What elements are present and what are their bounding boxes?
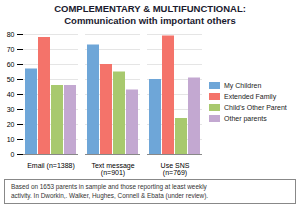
svg-text:Text message(n=901): Text message(n=901) — [91, 162, 134, 177]
html-text:Extended Family: Extended Family — [224, 93, 277, 100]
svg-text:40: 40 — [7, 91, 15, 98]
svg-text:50: 50 — [7, 76, 15, 83]
svg-text:0: 0 — [11, 151, 15, 158]
html-text:Based on 1653 parents in sampl: Based on 1653 parents in sample and thos… — [11, 183, 209, 199]
svg-text:80: 80 — [7, 31, 15, 38]
html-text:COMPLEMENTARY & MULTIFUNCTIONA: COMPLEMENTARY & MULTIFUNCTIONAL: — [54, 3, 246, 14]
html-text:Communication with important o: Communication with important others — [64, 14, 236, 26]
svg-text:Email (n=1388): Email (n=1388) — [27, 162, 75, 170]
svg-text:20: 20 — [7, 121, 15, 128]
svg-text:30: 30 — [7, 106, 15, 113]
html-text:Other parents: Other parents — [224, 115, 267, 122]
html-text:My Children: My Children — [224, 82, 262, 89]
svg-text:70: 70 — [7, 46, 15, 53]
svg-text:60: 60 — [7, 61, 15, 68]
html-text:Child's Other Parent: Child's Other Parent — [224, 104, 287, 111]
svg-text:Use SNS(n=769): Use SNS(n=769) — [161, 162, 190, 177]
svg-text:10: 10 — [7, 136, 15, 143]
